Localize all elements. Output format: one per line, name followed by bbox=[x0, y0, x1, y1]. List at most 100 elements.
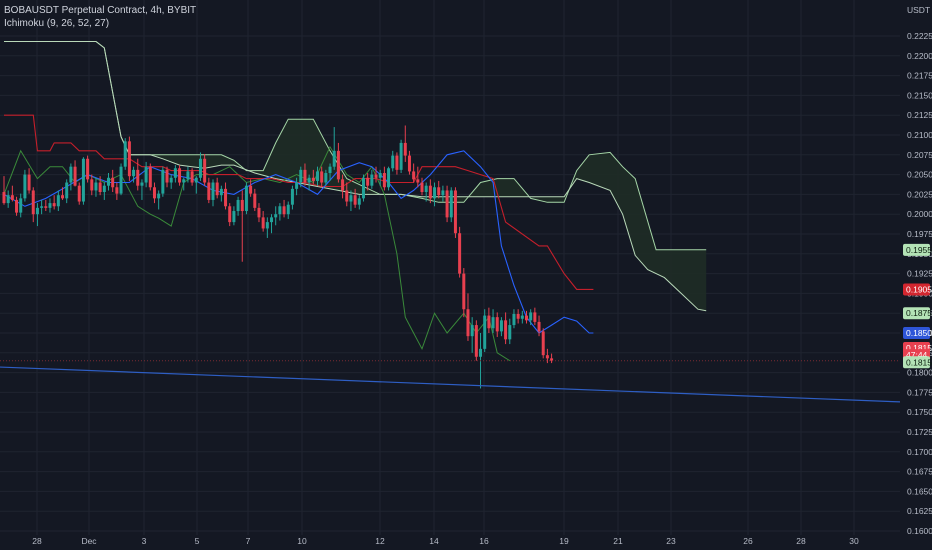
candle-body bbox=[148, 166, 152, 188]
time-tick-label: 23 bbox=[666, 536, 676, 546]
candle-body bbox=[81, 158, 85, 202]
candle-body bbox=[203, 158, 207, 183]
candle-body bbox=[403, 142, 407, 156]
candle-body bbox=[69, 166, 73, 183]
candle-body bbox=[290, 188, 294, 205]
base-line bbox=[4, 114, 594, 290]
candle-body bbox=[44, 206, 48, 208]
price-tag bbox=[903, 327, 930, 339]
candle-body bbox=[382, 173, 386, 188]
candle-body bbox=[19, 198, 23, 213]
candle-body bbox=[257, 207, 261, 218]
price-tick-label: 0.1650 bbox=[907, 486, 932, 496]
candle-body bbox=[433, 187, 437, 199]
price-tag-label: 0.1850 bbox=[906, 328, 932, 338]
price-tick-label: 0.1775 bbox=[907, 387, 932, 397]
candle-body bbox=[453, 190, 457, 234]
chart-legend: BOBAUSDT Perpetual Contract, 4h, BYBIT I… bbox=[4, 4, 196, 30]
candle-body bbox=[466, 309, 470, 337]
candle-body bbox=[508, 325, 512, 340]
price-tag bbox=[903, 283, 930, 296]
price-tick-label: 0.1800 bbox=[907, 368, 932, 378]
candle-body bbox=[307, 177, 311, 183]
price-tick-label: 0.1675 bbox=[907, 467, 932, 477]
candle-body bbox=[178, 168, 182, 183]
price-tick-label: 0.1925 bbox=[907, 269, 932, 279]
candle-body bbox=[479, 348, 483, 357]
candle-body bbox=[311, 177, 315, 181]
price-tick-label: 0.1625 bbox=[907, 506, 932, 516]
candle-body bbox=[550, 358, 554, 361]
candle-body bbox=[52, 203, 56, 207]
candle-body bbox=[228, 206, 232, 223]
candle-body bbox=[127, 141, 131, 177]
time-tick-label: 3 bbox=[142, 536, 147, 546]
candle-body bbox=[198, 158, 202, 178]
candle-body bbox=[194, 177, 198, 183]
chart-overlays bbox=[0, 360, 901, 403]
candle-body bbox=[437, 187, 441, 196]
price-tag-label: 0.1815 bbox=[906, 343, 932, 353]
candle-body bbox=[533, 312, 537, 322]
indicator-label[interactable]: Ichimoku (9, 26, 52, 27) bbox=[4, 18, 110, 29]
candle-body bbox=[541, 331, 545, 356]
price-tick-label: 0.2100 bbox=[907, 130, 932, 140]
price-tick-label: 0.2150 bbox=[907, 90, 932, 100]
candle-body bbox=[349, 195, 353, 202]
candle-body bbox=[27, 174, 31, 191]
candle-body bbox=[487, 315, 491, 329]
price-tick-label: 0.2125 bbox=[907, 110, 932, 120]
candle-body bbox=[361, 177, 365, 199]
support-trendline bbox=[0, 366, 901, 403]
candle-body bbox=[253, 193, 257, 208]
candle-body bbox=[161, 169, 165, 194]
candle-body bbox=[144, 166, 148, 183]
candle-body bbox=[529, 312, 533, 321]
time-tick-label: 12 bbox=[375, 536, 385, 546]
time-tick-label: 16 bbox=[479, 536, 489, 546]
candle-body bbox=[278, 206, 282, 215]
candle-body bbox=[182, 179, 186, 183]
candle-body bbox=[332, 150, 336, 167]
candle-body bbox=[449, 190, 453, 218]
candle-body bbox=[504, 320, 508, 340]
price-tag bbox=[903, 243, 930, 256]
price-tick-label: 0.1700 bbox=[907, 447, 932, 457]
candle-body bbox=[282, 206, 286, 215]
candle-body bbox=[98, 182, 102, 193]
candle-body bbox=[35, 207, 39, 215]
price-tick-label: 0.2075 bbox=[907, 150, 932, 160]
candle-body bbox=[102, 185, 106, 193]
candle-body bbox=[119, 166, 123, 194]
candle-body bbox=[474, 325, 478, 357]
candle-body bbox=[236, 199, 240, 212]
candle-body bbox=[328, 166, 332, 174]
candle-body bbox=[441, 190, 445, 196]
symbol-title[interactable]: BOBAUSDT Perpetual Contract, 4h, BYBIT bbox=[4, 5, 197, 16]
price-tick-label: 0.2000 bbox=[907, 209, 932, 219]
candle-body bbox=[391, 155, 395, 169]
candle-body bbox=[190, 171, 194, 183]
candle-body bbox=[261, 217, 265, 229]
candle-body bbox=[407, 155, 411, 172]
candle-body bbox=[186, 171, 190, 180]
time-tick-label: 5 bbox=[195, 536, 200, 546]
time-tick-label: 30 bbox=[849, 536, 859, 546]
candle-body bbox=[545, 355, 549, 359]
candle-body bbox=[274, 214, 278, 218]
candle-body bbox=[345, 190, 349, 202]
candle-body bbox=[525, 315, 528, 321]
leading-span-b-line bbox=[4, 41, 707, 312]
candle-body bbox=[77, 185, 81, 202]
candlestick-series[interactable] bbox=[2, 125, 554, 389]
price-tag-label: 0.1875 bbox=[906, 308, 932, 318]
time-axis[interactable]: 28 Dec 3 5 7 10 12 14 16 19 21 23 26 28 30 bbox=[32, 536, 859, 546]
candle-body bbox=[491, 317, 495, 329]
candle-body bbox=[445, 190, 449, 218]
price-tick-label: 0.2025 bbox=[907, 189, 932, 199]
price-tick-label: 0.1725 bbox=[907, 427, 932, 437]
candle-body bbox=[516, 313, 520, 319]
candle-body bbox=[324, 173, 328, 183]
